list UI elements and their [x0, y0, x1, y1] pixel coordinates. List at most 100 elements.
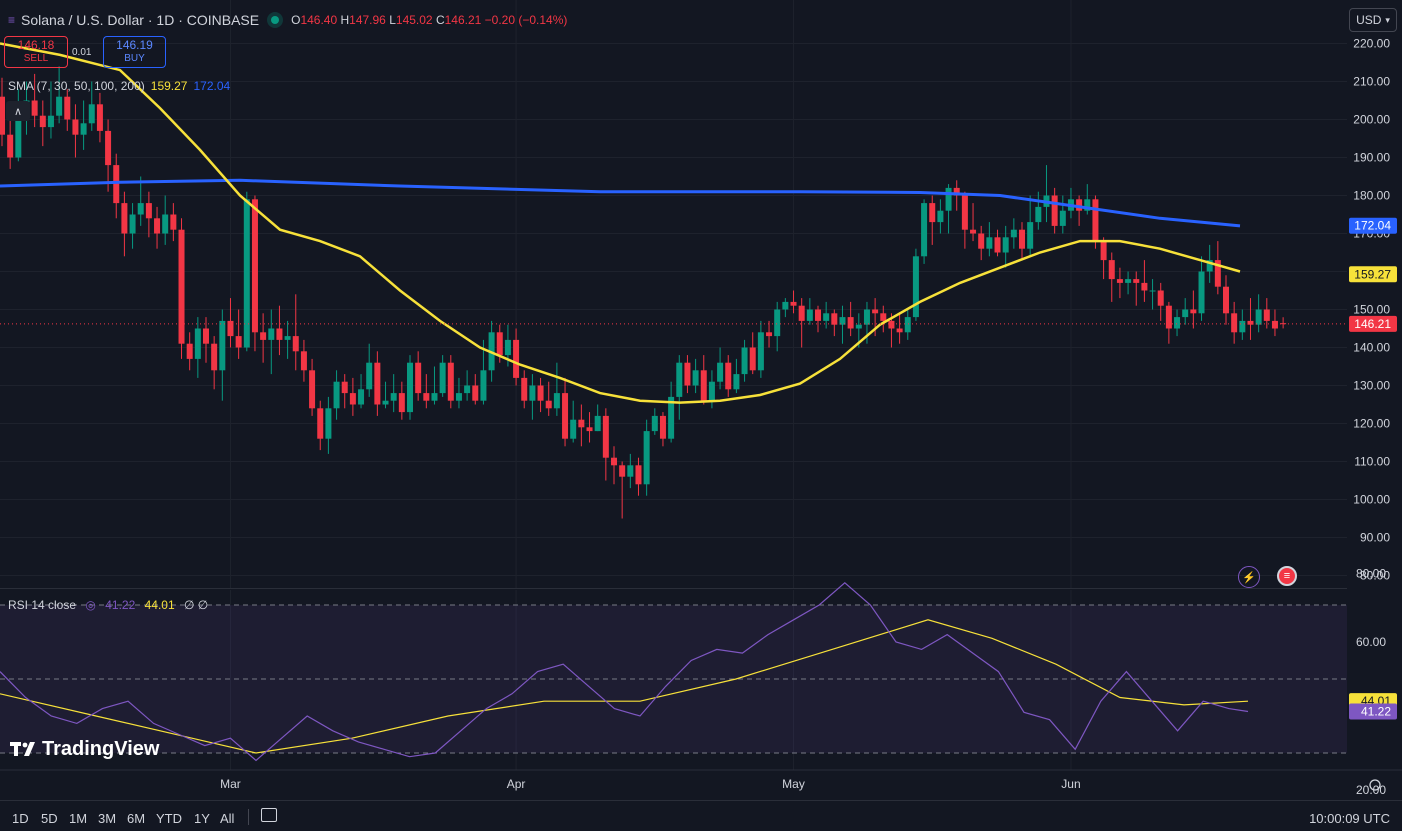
toolbar-divider [248, 809, 249, 825]
candle-body [1002, 237, 1009, 253]
symbol-header[interactable]: ≡ Solana / U.S. Dollar · 1D · COINBASE O… [8, 8, 567, 32]
rsi-tag-text: 41.22 [1361, 704, 1391, 718]
utc-clock[interactable]: 10:00:09 UTC [1309, 811, 1390, 826]
calendar-goto-icon[interactable] [261, 808, 277, 822]
candle-body [398, 393, 405, 413]
candle-body [717, 362, 724, 382]
sma-legend[interactable]: SMA (7, 30, 50, 100, 200) 159.27 172.04 [8, 79, 230, 93]
candle-body [439, 362, 446, 394]
rsi-tag [1349, 703, 1397, 720]
candle-body [1076, 199, 1083, 211]
time-tick-label: Apr [507, 777, 526, 791]
price-axis[interactable]: 80.00 90.00 100.00 110.00 120.00 130.00 140.00… [1353, 37, 1390, 583]
candle-body [1100, 241, 1107, 261]
candle-body [643, 431, 650, 485]
candle-body [912, 256, 919, 318]
price-tick-label: 190.00 [1353, 151, 1390, 165]
collapse-legend-button[interactable]: ∧ [6, 101, 30, 121]
candle-body [390, 393, 397, 401]
candle-body [953, 187, 960, 196]
price-tick-label: 150.00 [1353, 303, 1390, 317]
sma-fast-value: 159.27 [150, 79, 188, 93]
range-6m[interactable]: 6M [127, 811, 146, 826]
candle-body [1084, 199, 1091, 211]
rsi-ma-value: 44.01 [144, 598, 175, 612]
candle-body [1182, 309, 1189, 318]
candle-body [341, 381, 348, 394]
price-tick-label: 90.00 [1360, 531, 1390, 545]
flag-icon[interactable]: ≡ [1277, 566, 1297, 586]
candle-body [1059, 210, 1066, 226]
range-all[interactable]: All [220, 811, 235, 826]
candle-body [39, 115, 46, 128]
candle-body [137, 203, 144, 215]
sell-button[interactable]: 146.18 SELL [4, 36, 68, 68]
candle-body [268, 328, 275, 340]
pane-separator[interactable] [0, 588, 1347, 589]
buy-button[interactable]: 146.19 BUY [103, 36, 166, 68]
range-5d[interactable]: 5D [41, 811, 58, 826]
candle-body [1165, 305, 1172, 329]
candle-body [211, 343, 218, 371]
candle-body [1149, 290, 1156, 292]
range-3m[interactable]: 3M [98, 811, 117, 826]
range-1m[interactable]: 1M [69, 811, 88, 826]
time-axis[interactable]: Mar Apr May Jun [0, 769, 1402, 791]
candle-body [80, 123, 87, 135]
candle-body [145, 203, 152, 219]
rsi-axis[interactable]: 20.00 60.00 80.00 [1356, 567, 1386, 797]
candle-body [88, 104, 95, 124]
candle-body [757, 332, 764, 371]
candle-body [423, 393, 430, 401]
candle-body [243, 199, 250, 348]
candle-body [31, 100, 38, 116]
market-status-icon [271, 16, 280, 24]
candle-body [570, 419, 577, 439]
candle-body [1255, 309, 1262, 325]
price-tick-label: 110.00 [1354, 455, 1390, 469]
bottom-toolbar: 1D 5D 1M 3M 6M YTD 1Y All 10:00:09 UTC [0, 800, 1402, 831]
candle-body [455, 393, 462, 401]
settings-gear-icon[interactable] [1369, 779, 1381, 791]
candle-body [847, 317, 854, 329]
candle-body [0, 96, 5, 135]
candle-body [203, 328, 209, 344]
candle-body [708, 381, 715, 401]
currency-selector[interactable]: USD ▾ [1349, 8, 1397, 32]
range-1y[interactable]: 1Y [194, 811, 210, 826]
candle-body [96, 104, 103, 131]
candle-body [1141, 282, 1148, 291]
candle-body [611, 457, 617, 466]
rsi-ma-line [0, 619, 1249, 754]
candle-body [692, 370, 699, 386]
candle-body [1214, 260, 1221, 287]
candle-body [1157, 290, 1164, 306]
candle-body [880, 313, 887, 321]
range-1d[interactable]: 1D [12, 811, 29, 826]
candle-body [1198, 271, 1205, 314]
time-tick-label: May [782, 777, 805, 791]
candle-body [790, 301, 797, 306]
lightning-icon[interactable]: ⚡ [1238, 566, 1260, 588]
sma-fast-tag [1349, 266, 1397, 283]
candle-body [921, 203, 928, 257]
candle-body [529, 385, 536, 401]
rsi-settings-icon: ◎ [85, 598, 96, 612]
candle-body [170, 214, 177, 230]
candle-body [970, 229, 977, 234]
price-grid [0, 0, 1347, 770]
logo-text: TradingView [42, 738, 160, 760]
rsi-legend[interactable]: RSI 14 close ◎ 41.22 44.01 ∅ ∅ [8, 598, 208, 612]
sell-label: SELL [23, 53, 49, 64]
sma-slow-value: 172.04 [193, 79, 231, 93]
candle-body [635, 465, 642, 485]
candle-body [47, 115, 54, 128]
candle-body [415, 362, 422, 394]
candle-body [72, 119, 79, 135]
sma-slow-line [0, 178, 1241, 228]
rsi-legend-label: RSI 14 close [8, 598, 77, 612]
candle-body [961, 195, 968, 230]
candle-body [162, 214, 169, 234]
range-ytd[interactable]: YTD [156, 811, 182, 826]
